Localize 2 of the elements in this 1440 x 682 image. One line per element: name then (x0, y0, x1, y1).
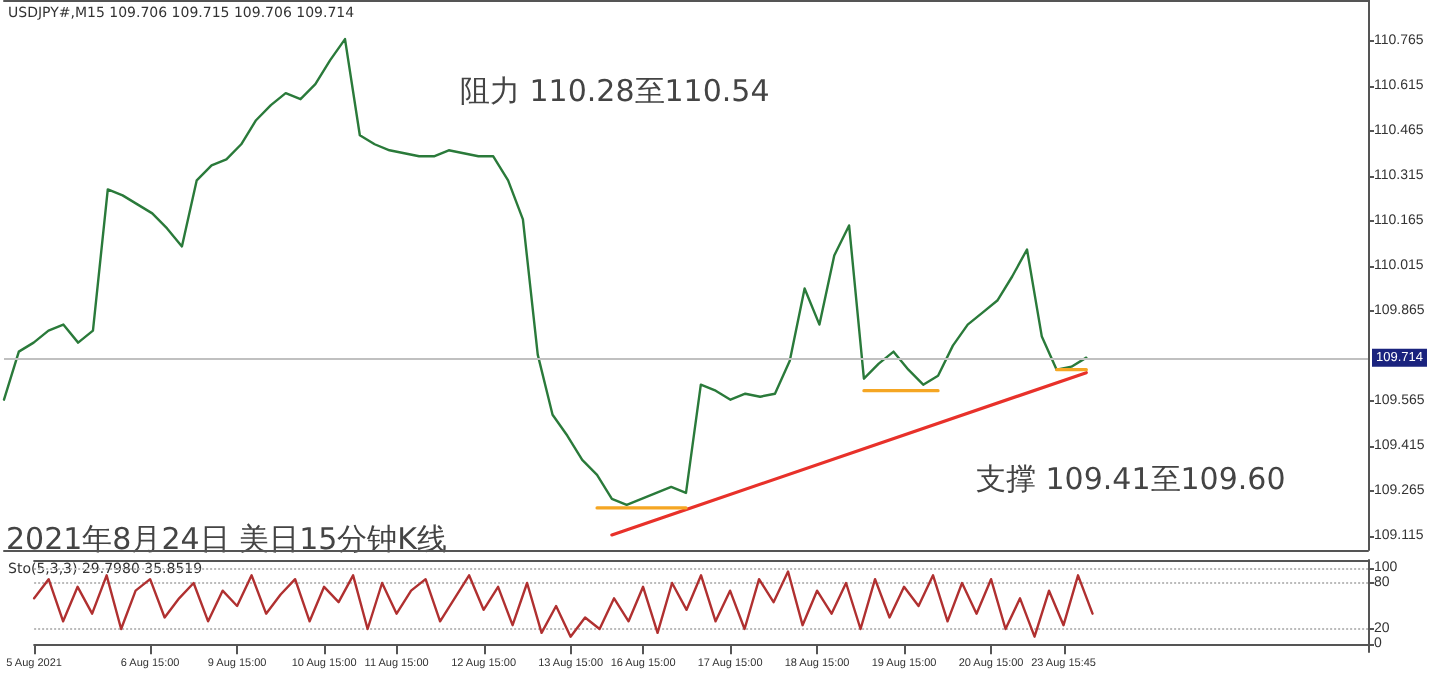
annotation: 阻力 110.28至110.54 (460, 73, 770, 109)
annotation: 支撑 109.41至109.60 (976, 461, 1286, 497)
